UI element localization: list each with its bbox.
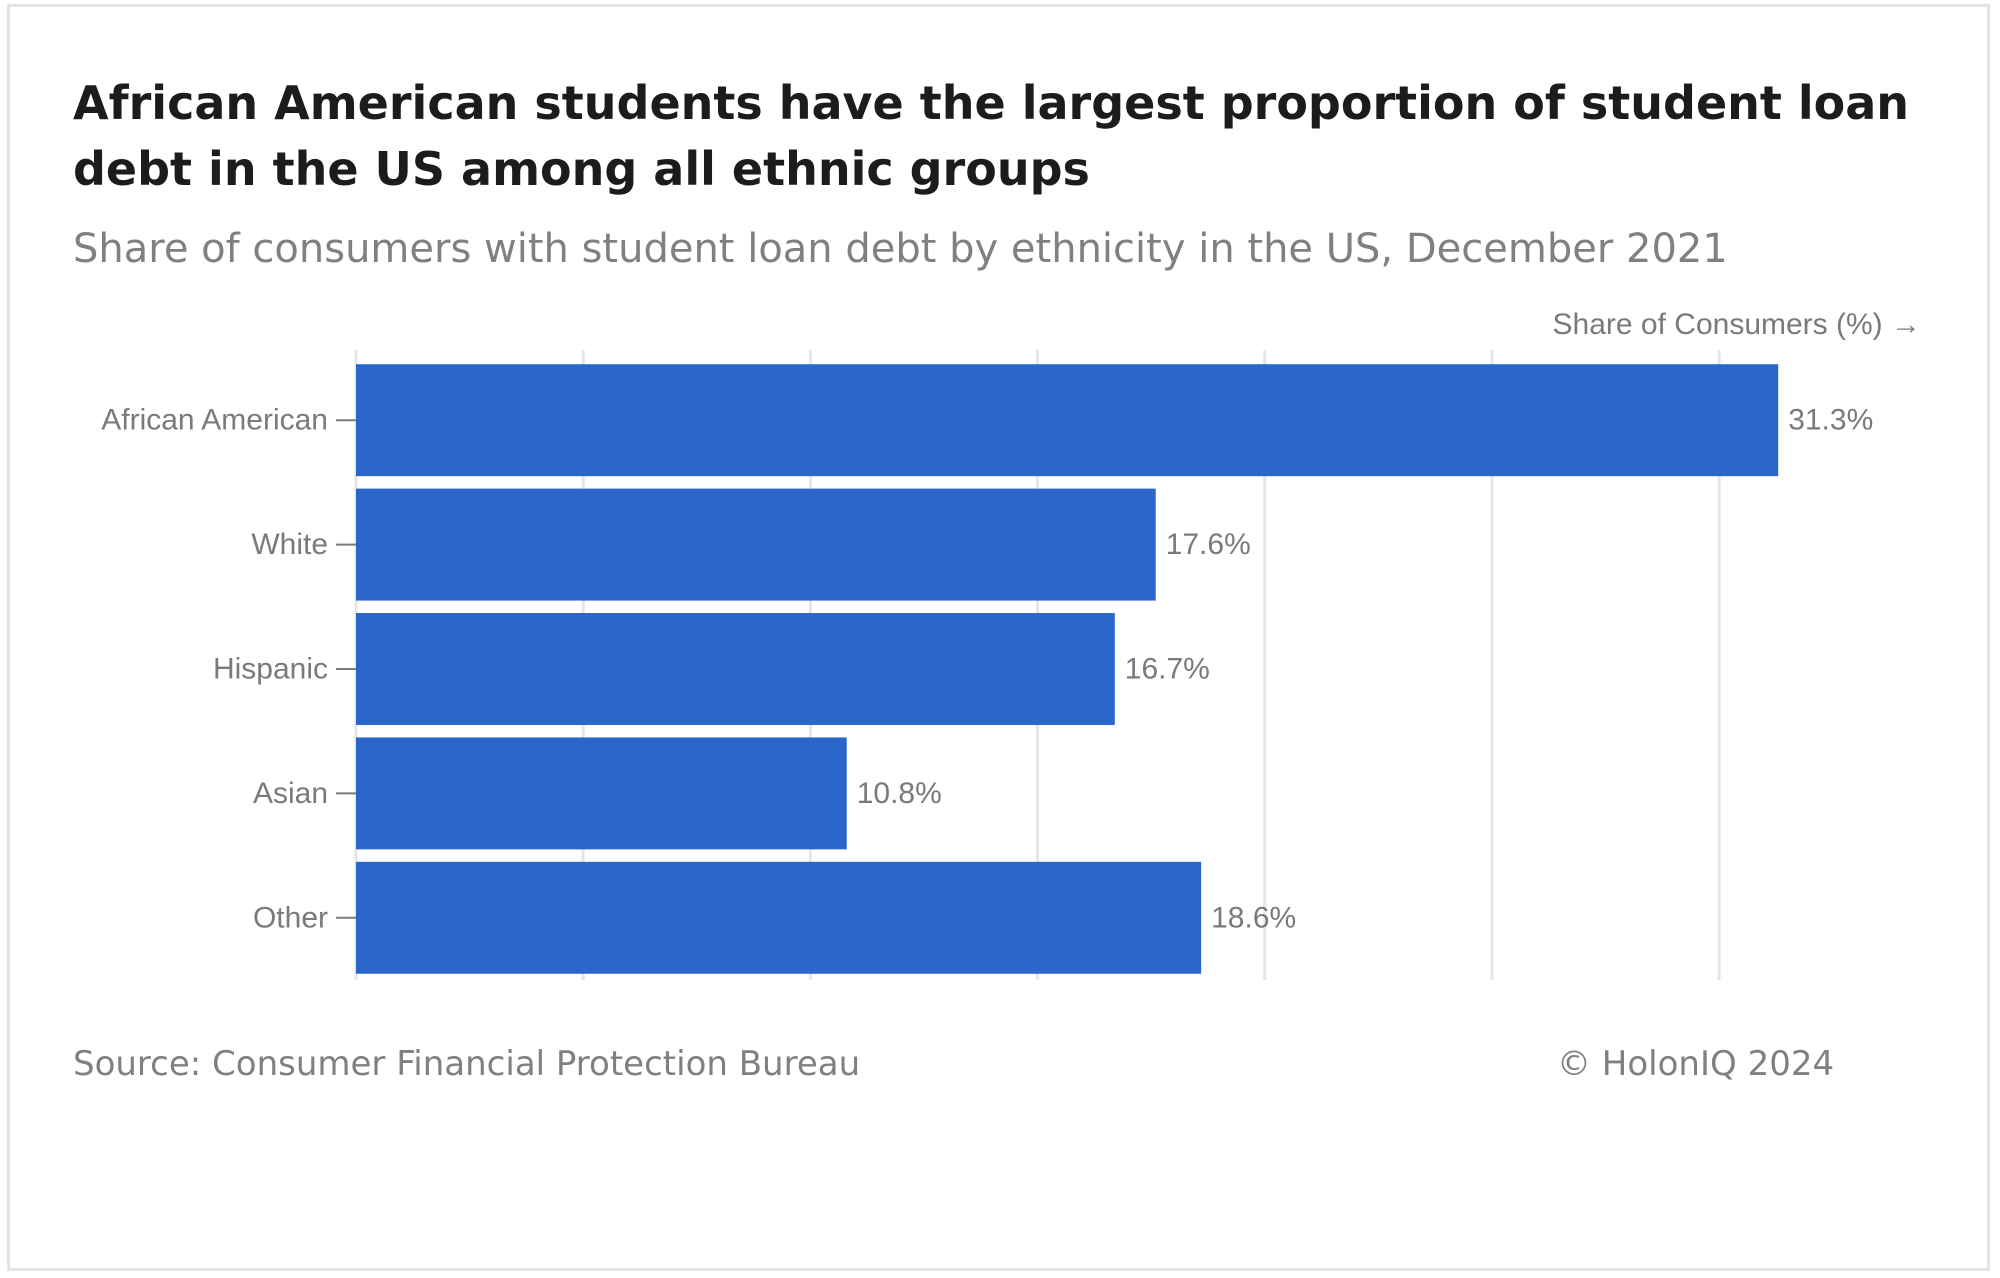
bar <box>356 861 1202 974</box>
category-label: White <box>251 528 328 561</box>
category-label: Hispanic <box>213 653 328 686</box>
labels: African American 31.3% White 17.6% Hispanic 1… <box>101 404 1873 935</box>
value-label: 31.3% <box>1788 404 1873 437</box>
category-label: African American <box>101 404 328 437</box>
bars <box>356 364 1779 974</box>
category-label: Asian <box>253 777 328 810</box>
bar <box>356 737 847 850</box>
bar <box>356 613 1115 725</box>
value-label: 17.6% <box>1166 528 1251 561</box>
chart-title: African American students have the large… <box>73 76 1910 196</box>
bar <box>356 488 1156 601</box>
bar <box>356 364 1779 477</box>
copyright-note: © HolonIQ 2024 <box>1557 1044 1835 1084</box>
value-label: 10.8% <box>857 777 942 810</box>
chart-subtitle: Share of consumers with student loan deb… <box>73 226 1728 272</box>
x-axis-title: Share of Consumers (%) → <box>1552 308 1921 341</box>
category-label: Other <box>253 901 328 934</box>
value-label: 16.7% <box>1125 653 1210 686</box>
value-label: 18.6% <box>1211 901 1296 934</box>
source-note: Source: Consumer Financial Protection Bu… <box>73 1044 861 1084</box>
